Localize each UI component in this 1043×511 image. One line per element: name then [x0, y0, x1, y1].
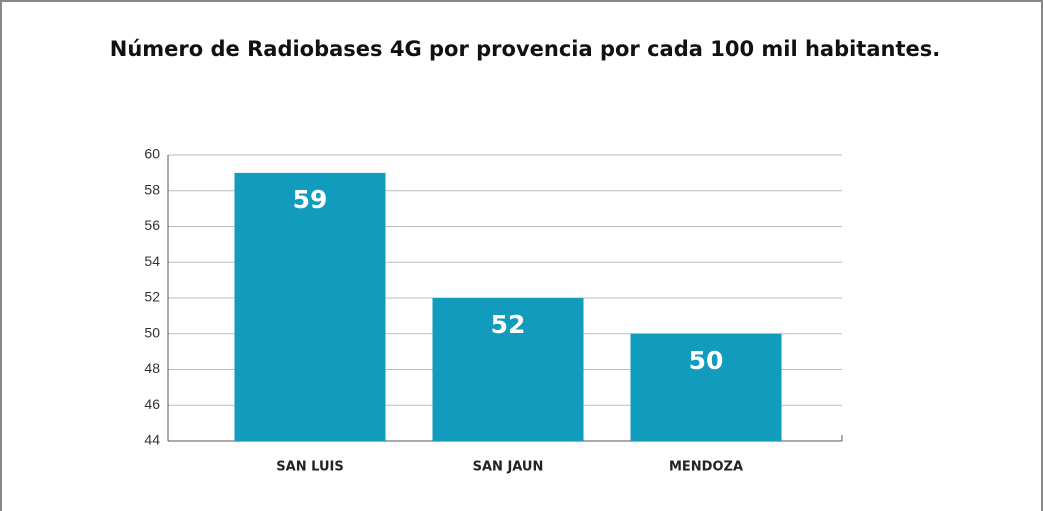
chart-title: Número de Radiobases 4G por provencia po… — [110, 37, 940, 61]
bar — [234, 172, 386, 441]
value-label: 59 — [293, 185, 328, 214]
x-tick-label: SAN LUIS — [276, 460, 343, 475]
y-tick-label: 50 — [144, 324, 160, 340]
y-tick-label: 46 — [144, 396, 160, 412]
y-tick-label: 44 — [144, 432, 160, 448]
y-tick-label: 48 — [144, 360, 160, 376]
value-label: 50 — [689, 346, 724, 375]
y-tick-label: 58 — [144, 181, 160, 197]
x-tick-label: MENDOZA — [669, 460, 743, 475]
y-tick-label: 56 — [144, 217, 160, 233]
bar — [432, 298, 584, 441]
y-tick-label: 54 — [144, 253, 160, 269]
value-label: 52 — [491, 310, 526, 339]
y-tick-label: 60 — [144, 146, 160, 162]
y-tick-label: 52 — [144, 289, 160, 305]
bar — [630, 333, 782, 441]
x-tick-label: SAN JAUN — [473, 460, 544, 475]
